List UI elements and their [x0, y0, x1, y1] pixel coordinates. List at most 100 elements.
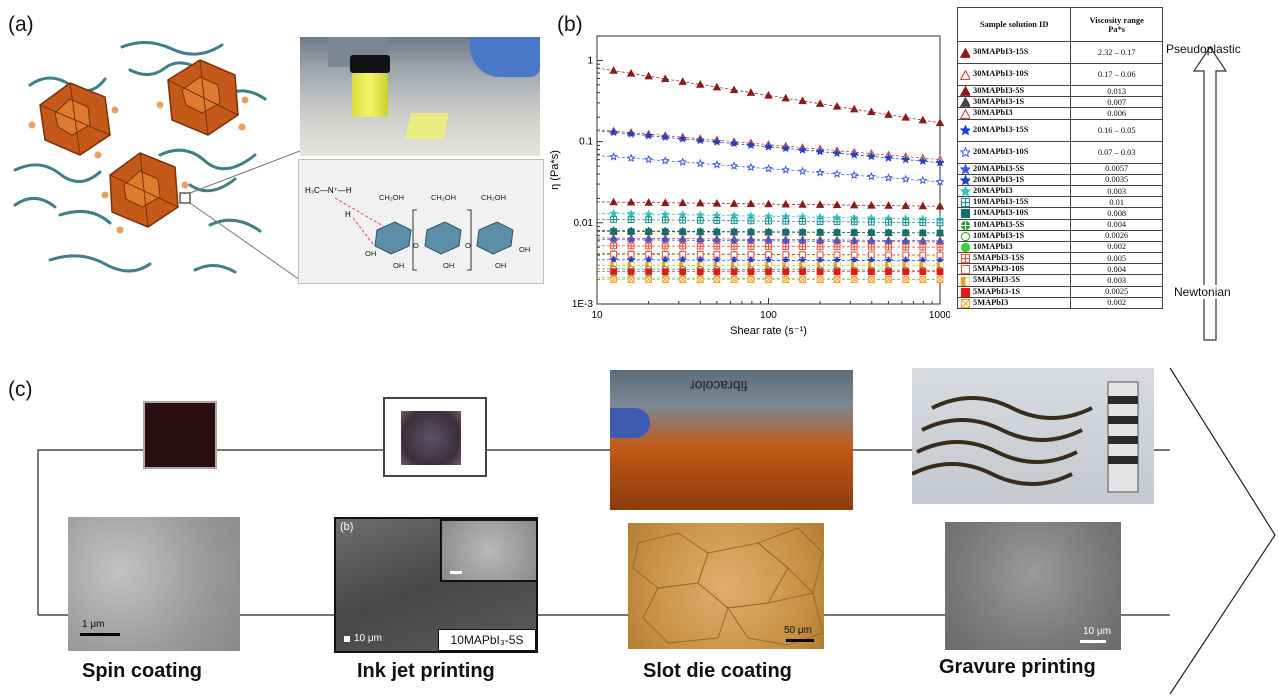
ch2oh-label-3: CH₂OH [481, 193, 506, 202]
data-point [902, 243, 910, 251]
perovskite-crystal-3 [109, 152, 179, 228]
molecular-structure-box: H₃C—N⁺—H H CH₂OH CH₂OH CH₂OH OH OH OH OH… [298, 159, 544, 284]
data-point [626, 209, 636, 218]
spin-scale-bar [80, 633, 120, 636]
y-tick-label: 0.01 [574, 218, 594, 229]
data-point [696, 216, 704, 224]
data-point [936, 219, 944, 227]
perovskite-crystal-2 [167, 59, 239, 136]
sample-id-cell: 20MAPbI3-5S [956, 162, 1072, 175]
data-point [747, 268, 755, 276]
data-point [919, 268, 927, 276]
data-point [645, 216, 653, 224]
table-row: 30MAPbI3-1S 0.007 [956, 96, 1163, 109]
data-point [729, 161, 739, 170]
data-point [849, 200, 859, 209]
data-point [609, 197, 618, 206]
series-20MAPbI3-1S [596, 255, 945, 265]
sample-id-cell: 30MAPbI3-10S [956, 63, 1072, 86]
series-5MAPbI3-5S [597, 261, 944, 269]
data-point [850, 229, 858, 236]
sample-id-text: 20MAPbI3-5S [973, 163, 1025, 173]
series-10MAPbI3-10S [596, 228, 944, 237]
sample-id-cell: 5MAPbI3-10S [956, 263, 1072, 276]
sample-id-cell: 30MAPbI3 [956, 107, 1072, 120]
sample-id-cell: 20MAPbI3 [956, 184, 1072, 198]
data-point [832, 169, 842, 178]
panel-b-label: (b) [557, 13, 583, 36]
data-point [782, 276, 790, 283]
data-point [764, 142, 773, 151]
data-point [849, 104, 859, 113]
data-point [919, 229, 927, 237]
data-point [730, 217, 738, 225]
data-point [884, 110, 893, 118]
data-point [935, 201, 945, 210]
data-point [765, 276, 772, 283]
table-row: 30MAPbI3-10S 0.17 – 0.06 [956, 63, 1163, 86]
legend-marker-icon [960, 287, 970, 297]
legend-marker-icon [960, 186, 970, 197]
polymer-brackets [412, 209, 472, 271]
data-point [610, 276, 618, 283]
data-point [695, 135, 705, 145]
data-point [816, 218, 824, 225]
panel-c-label: (c) [8, 378, 33, 401]
data-point [679, 276, 687, 283]
sample-id-text: 5MAPbI3-1S [973, 286, 1020, 296]
viscosity-range-cell: 0.008 [1070, 207, 1163, 220]
data-point [644, 154, 654, 164]
inkjet-sample-id: 10MAPbI₃-5S [438, 629, 536, 651]
x-axis-label: Shear rate (s⁻¹) [730, 325, 807, 337]
data-point [902, 229, 910, 237]
data-point [798, 145, 808, 154]
data-point [832, 148, 842, 157]
data-point [849, 236, 859, 246]
data-point [849, 170, 859, 180]
data-point [645, 276, 653, 283]
table-row: 30MAPbI3-15S 2.32 – 0.17 [956, 41, 1163, 64]
data-point [729, 235, 739, 245]
x-tick-label: 1000 [929, 310, 950, 321]
data-point [626, 255, 636, 264]
data-point [679, 216, 687, 224]
data-point [678, 198, 687, 207]
perovskite-crystal-1 [39, 82, 111, 156]
data-point [746, 199, 756, 208]
data-point [781, 143, 791, 153]
slot-die-microscopy-image: 50 μm [628, 523, 824, 649]
data-point [867, 200, 876, 209]
data-point [918, 201, 928, 210]
data-point [918, 115, 928, 124]
viscosity-range-cell: 0.002 [1070, 296, 1163, 310]
data-point [867, 268, 875, 276]
data-point [609, 235, 619, 244]
sample-id-cell: 5MAPbI3-1S [956, 285, 1072, 298]
data-point [712, 82, 722, 91]
slot-die-brand-text: fibracolor [690, 378, 748, 394]
data-point [816, 268, 824, 276]
data-point [644, 209, 654, 218]
series-10MAPbI3-15S [596, 216, 944, 227]
sample-id-cell: 20MAPbI3-1S [956, 173, 1072, 186]
film-sample [405, 113, 449, 139]
data-point [712, 210, 722, 220]
data-point [696, 242, 704, 250]
blue-glove [470, 37, 540, 77]
table-row: 10MAPbI3-15S 0.01 [956, 196, 1163, 209]
data-point [867, 107, 876, 116]
data-point [626, 197, 636, 206]
data-point [782, 243, 790, 250]
data-point [765, 217, 772, 225]
data-point [764, 199, 773, 208]
viscosity-range-cell: 0.006 [1070, 107, 1163, 120]
data-point [885, 276, 892, 283]
sample-id-text: 10MAPbI3-15S [973, 197, 1029, 207]
legend-marker-icon [960, 265, 970, 275]
zoom-line-bottom [189, 202, 300, 281]
y-tick-label: 0.1 [579, 137, 593, 148]
sample-id-text: 20MAPbI3-15S [973, 125, 1029, 135]
data-point [764, 236, 773, 245]
table-row: 30MAPbI3-5S 0.013 [956, 84, 1163, 98]
data-point [936, 268, 944, 276]
